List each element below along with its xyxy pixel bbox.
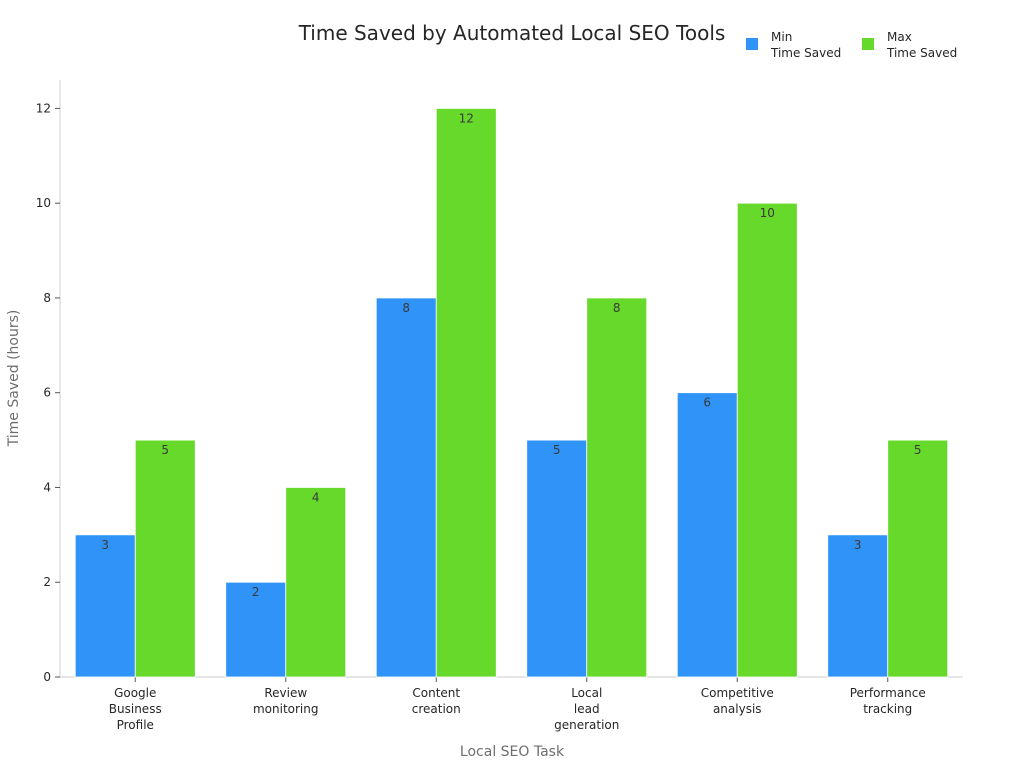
legend-label: Min Time Saved [770, 30, 841, 60]
bar-value-label: 2 [252, 585, 260, 599]
bars [74, 108, 949, 678]
bar [435, 108, 497, 678]
x-tick-label: Google Business Profile [109, 686, 162, 732]
y-tick-label: 6 [43, 386, 51, 400]
bar-value-label: 12 [459, 111, 474, 125]
bar-value-label: 6 [703, 396, 711, 410]
x-axis-title: Local SEO Task [460, 744, 565, 760]
chart-title: Time Saved by Automated Local SEO Tools [298, 21, 726, 45]
y-axis-title: Time Saved (hours) [6, 310, 22, 448]
bar-value-label: 3 [854, 538, 862, 552]
bar [526, 439, 588, 678]
axes: 0 2 4 6 8 10 12 Google Business Profile Review moni… [36, 80, 963, 732]
x-tick-label: Performance tracking [850, 686, 926, 716]
x-tick-label: Content creation [412, 686, 461, 716]
x-tick-label: Local lead generation [554, 686, 619, 732]
bar [285, 487, 347, 678]
bar-value-label: 3 [101, 538, 109, 552]
bar-value-label: 5 [553, 443, 561, 457]
bar-value-label: 4 [312, 490, 320, 504]
y-tick-label: 8 [43, 291, 51, 305]
bar [375, 297, 437, 678]
x-tick-label: Review monitoring [253, 686, 319, 716]
bar-value-label: 5 [161, 443, 169, 457]
legend-label: Max Time Saved [886, 30, 957, 60]
y-tick-label: 10 [36, 196, 51, 210]
bar-value-label: 8 [613, 301, 621, 315]
legend-swatch [862, 38, 874, 50]
bar [586, 297, 648, 678]
bar [736, 202, 798, 678]
x-tick-label: Competitive analysis [701, 686, 774, 716]
bar [887, 439, 949, 678]
bar-value-label: 10 [760, 206, 775, 220]
bar-value-label: 5 [914, 443, 922, 457]
data-labels: 3 5 2 4 8 12 5 8 6 10 3 5 [101, 111, 921, 599]
bar [134, 439, 196, 678]
bar [676, 392, 738, 678]
bar-value-label: 8 [402, 301, 410, 315]
y-tick-label: 12 [36, 101, 51, 115]
legend: Min Time Saved Max Time Saved [746, 30, 957, 60]
y-tick-label: 4 [43, 480, 51, 494]
bar [827, 534, 889, 678]
y-tick-label: 0 [43, 670, 51, 684]
legend-swatch [746, 38, 758, 50]
bar [74, 534, 136, 678]
y-tick-label: 2 [43, 575, 51, 589]
